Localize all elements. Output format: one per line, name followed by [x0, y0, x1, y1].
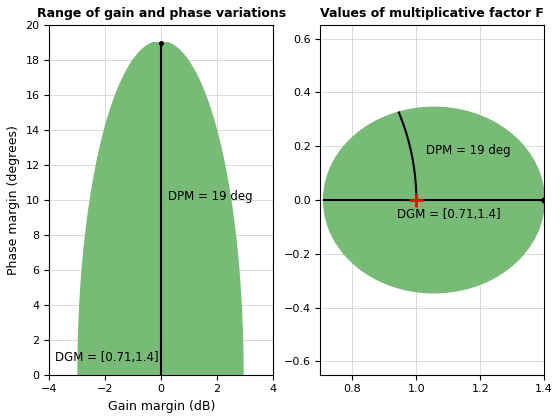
Text: DGM = [0.71,1.4]: DGM = [0.71,1.4] [397, 207, 501, 220]
Text: DPM = 19 deg: DPM = 19 deg [426, 144, 511, 158]
Polygon shape [324, 107, 544, 293]
Title: Values of multiplicative factor F: Values of multiplicative factor F [320, 7, 544, 20]
Y-axis label: Phase margin (degrees): Phase margin (degrees) [7, 125, 20, 275]
Text: DPM = 19 deg: DPM = 19 deg [168, 190, 253, 203]
Text: DGM = [0.71,1.4]: DGM = [0.71,1.4] [55, 351, 158, 364]
Polygon shape [78, 43, 243, 375]
Title: Range of gain and phase variations: Range of gain and phase variations [36, 7, 286, 20]
X-axis label: Gain margin (dB): Gain margin (dB) [108, 400, 215, 413]
